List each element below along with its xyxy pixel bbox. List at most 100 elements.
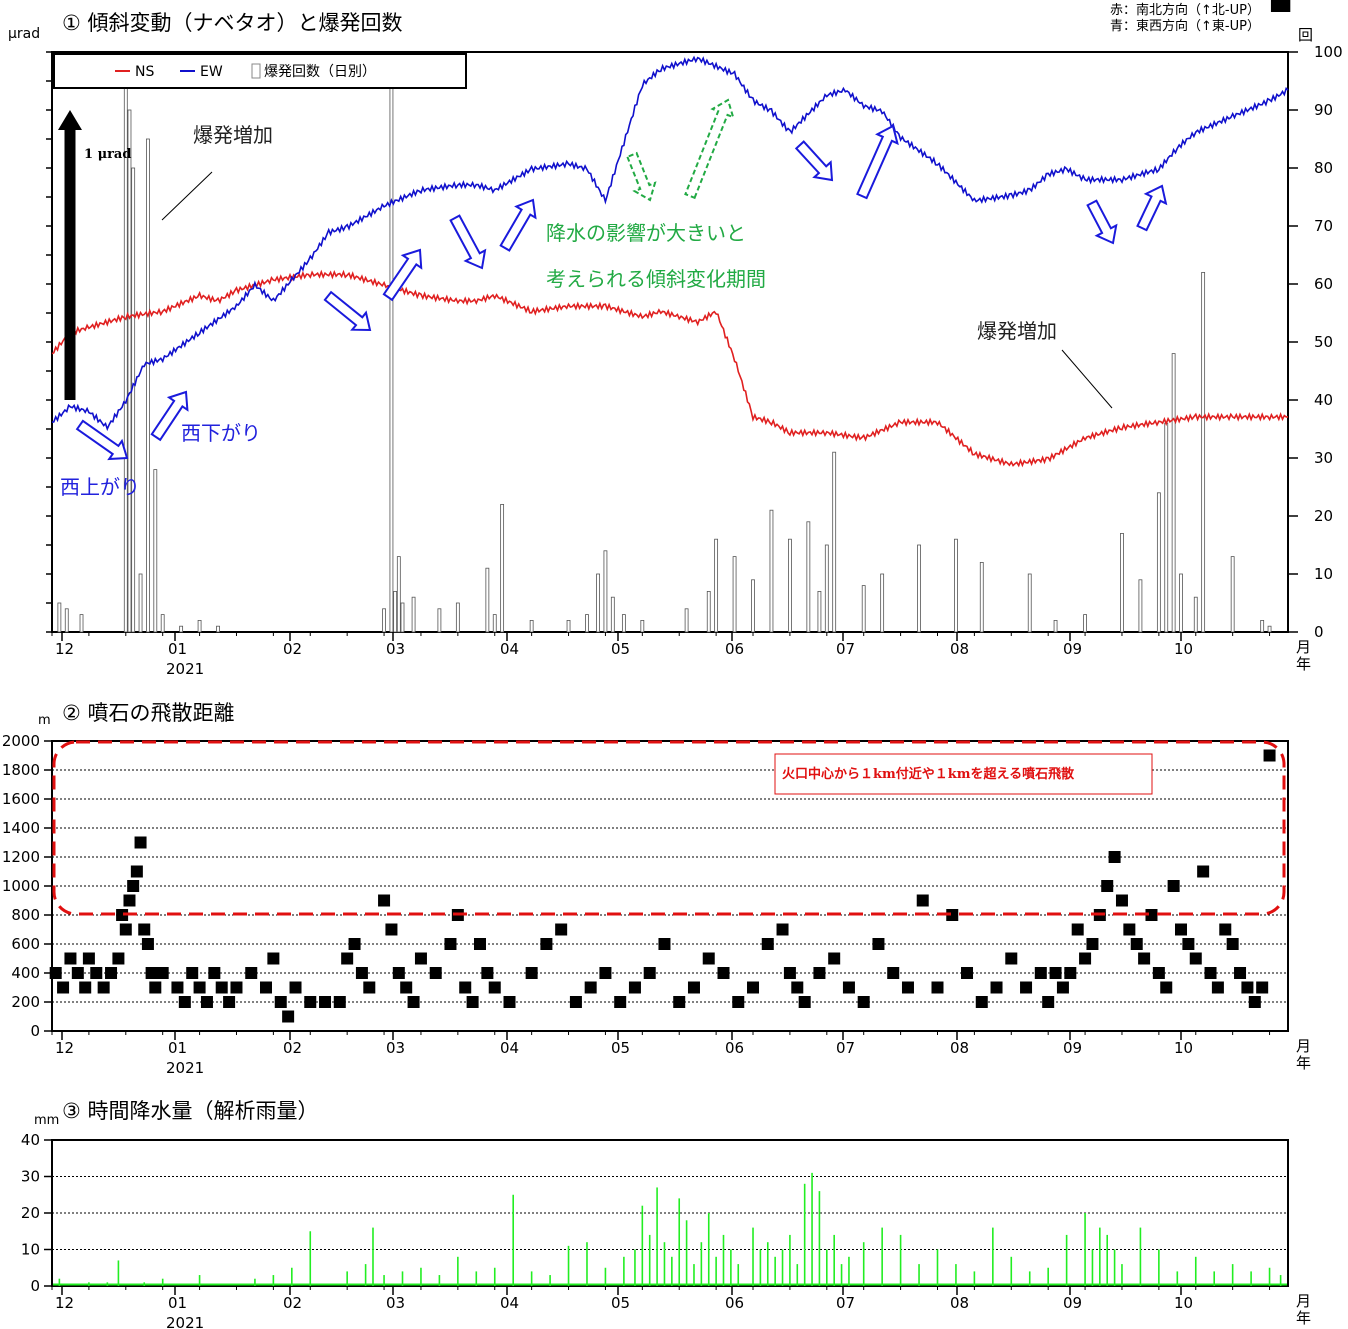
ejecta-distance-point xyxy=(200,996,213,1008)
x-tick-label-1-08: 08 xyxy=(950,1039,969,1057)
y-tick-label-600: 600 xyxy=(11,935,40,953)
ejecta-distance-point xyxy=(138,923,151,936)
ejecta-distance-point xyxy=(1079,952,1092,965)
chart1-direction-note-1: 青：東西方向（↑東-UP） xyxy=(1110,18,1260,34)
ejecta-distance-point xyxy=(1219,923,1232,936)
tilt-trend-arrow xyxy=(75,419,129,461)
ejecta-distance-point xyxy=(961,967,974,979)
x-unit-label-month-0: 月 xyxy=(1296,638,1311,656)
x-year-label-1: 2021 xyxy=(166,1059,204,1077)
ejecta-distance-point xyxy=(643,967,656,979)
explosion-count-bar xyxy=(861,585,866,633)
x-tick-label-2-10: 10 xyxy=(1174,1294,1193,1312)
ejecta-distance-point xyxy=(783,967,796,979)
explosion-count-bar xyxy=(64,608,69,633)
x-tick-label-2-06: 06 xyxy=(725,1294,744,1312)
ejecta-distance-point xyxy=(245,967,258,979)
explosion-count-bar xyxy=(57,602,62,633)
ejecta-distance-point xyxy=(628,981,641,994)
ejecta-distance-point xyxy=(71,967,84,979)
ejecta-distance-point xyxy=(658,938,671,950)
x-tick-label-1-02: 02 xyxy=(283,1039,302,1057)
ejecta-distance-point xyxy=(931,981,944,994)
tilt-trend-arrow xyxy=(382,248,423,302)
ejecta-distance-point xyxy=(1182,938,1195,950)
ejecta-distance-point xyxy=(747,981,760,994)
explosion-count-bar xyxy=(732,556,737,633)
x-unit-label-year-1: 年 xyxy=(1296,1054,1311,1072)
scale-bar-label: 1 μrad xyxy=(84,147,131,162)
y-tick-label-0: 0 xyxy=(30,1022,40,1040)
explosion-count-bar xyxy=(492,614,497,633)
trend-arrows xyxy=(75,98,1168,461)
ejecta-distance-point xyxy=(599,967,612,979)
explosion-count-bar xyxy=(621,614,626,633)
x-tick-label-0-06: 06 xyxy=(725,640,744,658)
ejecta-distance-point xyxy=(355,967,368,979)
x-year-label-0: 2021 xyxy=(166,660,204,678)
explosion-count-bar xyxy=(1230,556,1235,633)
ejecta-distance-point xyxy=(105,967,118,979)
right-y-tick-label-60: 60 xyxy=(1314,275,1333,293)
explosion-count-bar xyxy=(382,608,386,633)
x-year-label-2: 2021 xyxy=(166,1314,204,1329)
ejecta-distance-point xyxy=(348,938,361,950)
ejecta-distance-point xyxy=(1167,880,1180,892)
x-tick-label-2-04: 04 xyxy=(500,1294,519,1312)
ejecta-distance-point xyxy=(385,923,398,936)
ejecta-distance-point xyxy=(717,967,730,979)
ejecta-distance-point xyxy=(761,938,774,950)
y-tick-label-2000: 2000 xyxy=(2,732,40,750)
explosion-count-bar xyxy=(400,602,405,633)
ejecta-distance-point xyxy=(857,996,870,1008)
annotation-explosion-increase-2: 爆発増加 xyxy=(977,319,1057,343)
y-tick-label-200: 200 xyxy=(11,993,40,1011)
explosion-count-bar xyxy=(1171,353,1176,633)
explosion-count-bar xyxy=(684,608,689,633)
ejecta-distance-point xyxy=(1130,938,1143,950)
y-tick-label-0: 0 xyxy=(30,1277,40,1295)
ejecta-distance-point xyxy=(555,923,568,936)
explosion-count-bar xyxy=(1193,596,1198,633)
explosion-count-bar xyxy=(1179,573,1183,633)
ejecta-distance-point xyxy=(289,981,302,994)
explosion-count-bar xyxy=(603,550,608,633)
rain-effect-arrow xyxy=(684,98,735,200)
x-tick-label-1-12: 12 xyxy=(55,1039,74,1057)
ejecta-distance-point xyxy=(112,952,125,965)
x-tick-label-0-10: 10 xyxy=(1174,640,1193,658)
ejecta-distance-point xyxy=(392,967,405,979)
annotation-west-down: 西下がり xyxy=(181,421,261,445)
ejecta-distance-point xyxy=(813,967,826,979)
explosion-count-bar xyxy=(485,567,490,633)
explosion-count-bar xyxy=(1027,573,1032,633)
x-tick-label-2-07: 07 xyxy=(836,1294,855,1312)
ejecta-distance-point xyxy=(732,996,745,1008)
ejecta-distance-point xyxy=(116,909,129,921)
ejecta-distance-point xyxy=(64,952,77,965)
series-line-ns xyxy=(51,269,1288,468)
x-tick-label-2-09: 09 xyxy=(1063,1294,1082,1312)
x-tick-label-0-07: 07 xyxy=(836,640,855,658)
explosion-count-bar xyxy=(817,591,822,633)
ejecta-distance-point xyxy=(1020,981,1033,994)
chart3-ylabel: mm xyxy=(34,1113,59,1128)
ejecta-distance-point xyxy=(378,894,391,907)
explosion-count-bar xyxy=(585,614,589,633)
right-y-tick-label-10: 10 xyxy=(1314,565,1333,583)
explosion-count-bar xyxy=(153,469,158,633)
ejecta-distance-point xyxy=(798,996,811,1008)
y-tick-label-1600: 1600 xyxy=(2,790,40,808)
explosion-count-bar xyxy=(954,538,958,633)
explosion-count-bar xyxy=(706,591,711,633)
ejecta-distance-point xyxy=(127,880,140,892)
ejecta-distance-point xyxy=(614,996,627,1008)
x-tick-label-1-10: 10 xyxy=(1174,1039,1193,1057)
x-tick-label-1-09: 09 xyxy=(1063,1039,1082,1057)
x-tick-label-0-02: 02 xyxy=(283,640,302,658)
ejecta-distance-point xyxy=(776,923,789,936)
ejecta-distance-point xyxy=(1241,981,1254,994)
explosion-count-bar xyxy=(396,556,401,633)
annotation-leader-1 xyxy=(161,171,213,221)
